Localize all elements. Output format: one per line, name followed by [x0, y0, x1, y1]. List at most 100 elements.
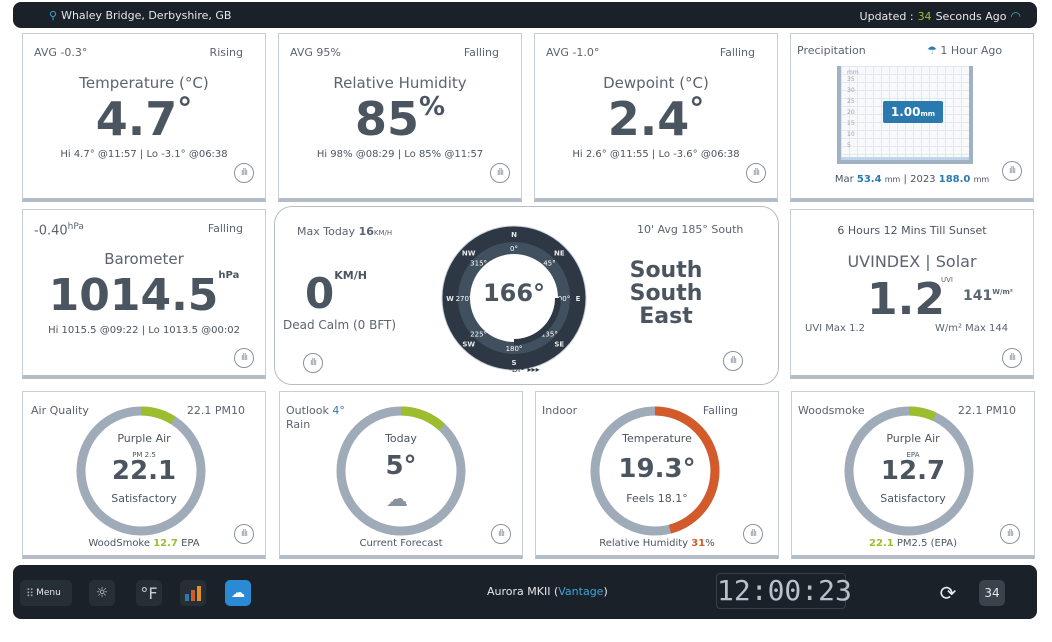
temperature-value-wrap: 4.7° — [23, 92, 265, 146]
compass-degree-label: 270° — [456, 295, 473, 303]
humidity-unit: % — [418, 92, 446, 122]
wifi-icon: ◠ — [1010, 9, 1021, 23]
compass-point-label: SW — [462, 340, 475, 348]
gauge-tick-label: 15 — [847, 120, 855, 127]
location-label: Whaley Bridge, Derbyshire, GB — [61, 9, 232, 22]
wind-max-value: 16 — [358, 225, 374, 238]
outlook-day: Today — [385, 432, 417, 445]
wind-avg: 10' Avg 185° South — [637, 223, 744, 236]
outlook-label: Outlook — [286, 404, 329, 417]
station-info: Aurora MKII (Vantage) — [487, 585, 608, 598]
calendar-button[interactable]: 34 — [979, 580, 1005, 606]
chart-icon[interactable]: ıllı — [723, 351, 743, 371]
compass-degree-label: 225° — [470, 330, 487, 338]
bottom-toolbar: ⠿ Menu ☼ °F ☁ Aurora MKII (Vantage) 12:0… — [13, 565, 1037, 619]
wind-speed: 0 — [305, 269, 335, 318]
air-ring — [76, 406, 206, 536]
precip-badge-value: 1.00 — [890, 105, 921, 119]
chart-icon[interactable]: ıllı — [234, 163, 254, 183]
wind-max-unit: KM/H — [373, 229, 393, 237]
woodsmoke-card: Woodsmoke 22.1 PM10 Purple Air EPA 12.7 … — [791, 391, 1035, 559]
compass-point-label: S — [511, 359, 516, 367]
air-value: 22.1 — [111, 456, 177, 486]
barometer-title: Barometer — [104, 250, 184, 268]
precip-year-label: 2023 — [910, 174, 936, 185]
gauge-tick-label: 35 — [847, 76, 855, 83]
chart-icon[interactable]: ıllı — [234, 348, 254, 368]
wind-direction: South South East — [611, 259, 721, 328]
location[interactable]: ⚲ Whaley Bridge, Derbyshire, GB — [49, 9, 231, 22]
dewpoint-trend: Falling — [719, 46, 755, 59]
refresh-icon: ⟳ — [939, 581, 957, 605]
chart-icon[interactable]: ıllı — [1000, 524, 1020, 544]
indoor-title: Temperature — [622, 432, 692, 445]
precip-year-value: 188.0 — [938, 174, 971, 185]
chart-icon[interactable]: ıllı — [743, 524, 763, 544]
woodsmoke-footer-value: 22.1 — [869, 538, 894, 549]
charts-button[interactable] — [180, 580, 206, 606]
indoor-humidity-value: 31 — [691, 538, 706, 549]
barometer-hilo: Hi 1015.5 @09:22 | Lo 1013.5 @00:02 — [48, 325, 240, 336]
compass-point-label: N — [511, 231, 517, 239]
humidity-avg: AVG 95% — [290, 46, 341, 59]
compass-point-label: W — [446, 295, 454, 303]
chart-icon[interactable]: ıllı — [490, 163, 510, 183]
cloud-icon: ☁ — [231, 585, 245, 601]
compass-degree-label: 45° — [543, 260, 555, 268]
air-footer-value: 12.7 — [153, 538, 178, 549]
indoor-card: Indoor Falling Temperature 19.3° Feels 1… — [535, 391, 779, 559]
air-quality-card: Air Quality 22.1 PM10 Purple Air PM 2.5 … — [22, 391, 266, 559]
chart-icon[interactable]: ıllı — [303, 353, 323, 373]
barometer-change: -0.40 — [34, 223, 68, 239]
wind-desc: Dead Calm (0 BFT) — [283, 318, 397, 332]
air-footer-prefix: WoodSmoke — [88, 538, 151, 549]
station-model: Vantage — [558, 585, 604, 598]
humidity-value: 85 — [354, 92, 419, 146]
humidity-title: Relative Humidity — [333, 74, 467, 92]
chart-icon[interactable]: ıllı — [1002, 348, 1022, 368]
theme-button[interactable]: ☼ — [89, 580, 115, 606]
wind-bearing: 166° — [482, 279, 546, 307]
air-footer-suffix: EPA — [181, 538, 200, 549]
solar-unit: W/m² — [992, 288, 1013, 296]
precip-month-value: 53.4 — [856, 174, 882, 185]
umbrella-icon: ☂ — [927, 44, 937, 57]
humidity-trend: Falling — [463, 46, 499, 59]
updated-prefix: Updated : — [859, 9, 914, 23]
dewpoint-card: AVG -1.0° Falling Dewpoint (°C) 2.4° Hi … — [534, 33, 778, 202]
indoor-trend: Falling — [702, 404, 738, 417]
location-pin-icon: ⚲ — [49, 9, 58, 22]
humidity-card: AVG 95% Falling Relative Humidity 85% Hi… — [278, 33, 522, 202]
outlook-temp: 4° — [332, 404, 345, 417]
gauge-unit: mm — [847, 69, 859, 76]
refresh-button[interactable]: ⟳ — [935, 580, 961, 606]
dewpoint-avg: AVG -1.0° — [546, 46, 600, 59]
temperature-avg: AVG -0.3° — [34, 46, 88, 59]
compass-point-label: E — [576, 295, 581, 303]
temperature-value: 4.7 — [95, 92, 178, 146]
compass-point-label: NW — [462, 250, 476, 258]
units-button[interactable]: °F — [136, 580, 162, 606]
digital-clock: 12:00:23 — [716, 573, 852, 609]
temperature-unit: ° — [177, 92, 193, 127]
chart-icon[interactable]: ıllı — [491, 524, 511, 544]
outlook-value: 5° — [385, 451, 417, 481]
air-pm10: 22.1 PM10 — [186, 404, 245, 417]
chart-icon[interactable]: ıllı — [234, 524, 254, 544]
chart-icon[interactable]: ıllı — [746, 163, 766, 183]
grid-icon: ⠿ — [26, 586, 34, 600]
indoor-arc — [654, 406, 720, 534]
air-pm-tag: PM 2.5 — [132, 451, 156, 459]
dewpoint-value-wrap: 2.4° — [535, 92, 777, 146]
weather-button[interactable]: ☁ — [225, 580, 251, 606]
chart-icon[interactable]: ıllı — [1002, 161, 1022, 181]
outlook-sub: Rain — [286, 418, 311, 431]
compass-point-label: SE — [554, 340, 564, 348]
precip-month-unit: mm — [884, 175, 901, 184]
direction-line: South — [629, 258, 703, 283]
menu-button[interactable]: ⠿ Menu — [20, 580, 72, 606]
temperature-card: AVG -0.3° Rising Temperature (°C) 4.7° H… — [22, 33, 266, 202]
direction-line: East — [639, 304, 693, 329]
woodsmoke-value: 12.7 — [880, 456, 946, 486]
humidity-hilo: Hi 98% @08:29 | Lo 85% @11:57 — [316, 149, 484, 160]
